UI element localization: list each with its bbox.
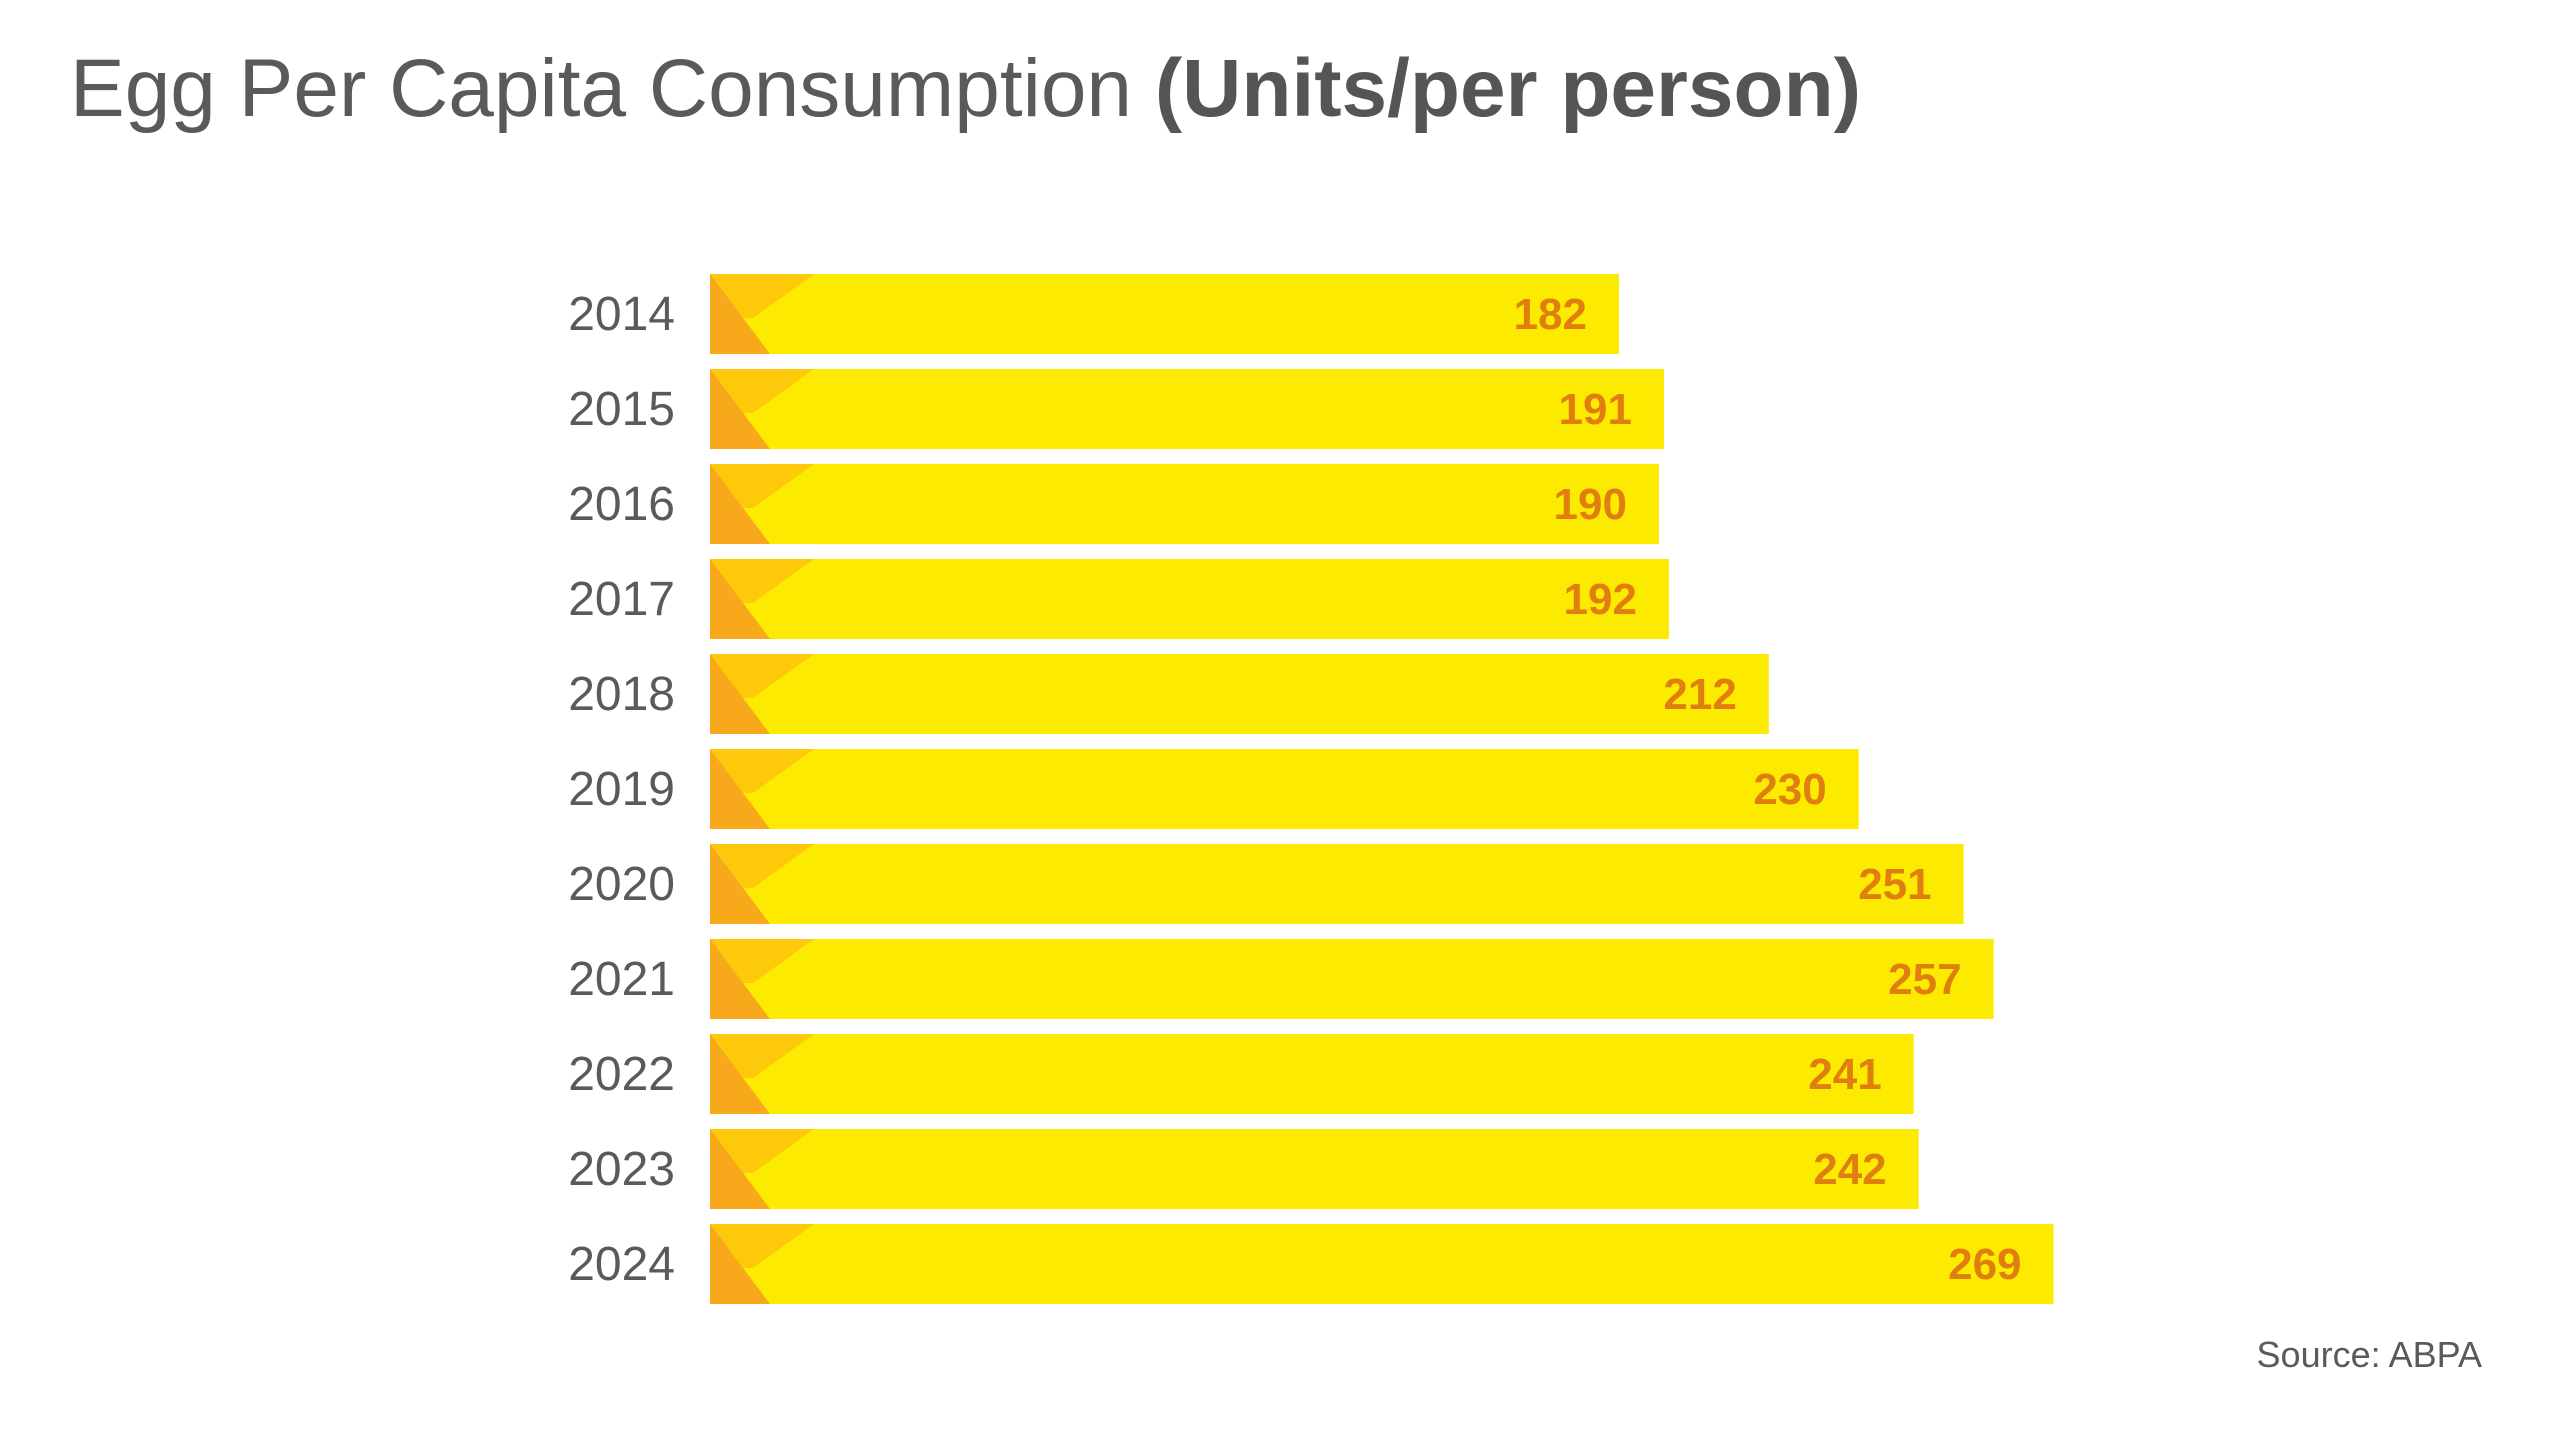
category-label: 2018 [568,668,675,721]
value-label: 269 [1948,1240,2021,1289]
bar-accent-light [710,939,814,983]
bar [710,939,1994,1019]
bar-accent-dark [710,559,770,639]
bar-accent-dark [710,749,770,829]
bar [710,1224,2054,1304]
bar-accent-light [710,559,814,603]
value-label: 242 [1813,1145,1886,1194]
bar-accent-dark [710,1034,770,1114]
bar [710,369,1664,449]
bar-accent-dark [710,274,770,354]
value-label: 182 [1514,290,1587,339]
source-note: Source: ABPA [2256,1334,2482,1375]
value-label: 192 [1564,575,1637,624]
value-label: 230 [1753,765,1826,814]
value-label: 257 [1888,955,1961,1004]
category-label: 2019 [568,763,675,816]
bar [710,654,1769,734]
bar-accent-dark [710,464,770,544]
bar-accent-dark [710,939,770,1019]
bar [710,559,1669,639]
bar-accent-light [710,1224,814,1268]
bar [710,749,1859,829]
value-label: 191 [1559,385,1632,434]
bar-accent-dark [710,1224,770,1304]
category-label: 2021 [568,953,675,1006]
category-label: 2017 [568,573,675,626]
bar-accent-dark [710,844,770,924]
category-label: 2023 [568,1143,675,1196]
bar-accent-light [710,749,814,793]
bar [710,1129,1919,1209]
chart-title: Egg Per Capita Consumption (Units/per pe… [70,38,1861,141]
bar-accent-light [710,1034,814,1078]
category-label: 2015 [568,383,675,436]
bar-accent-dark [710,654,770,734]
bar-accent-light [710,844,814,888]
chart-title-main: Egg Per Capita Consumption [70,43,1133,134]
bar-accent-dark [710,1129,770,1209]
bar [710,274,1619,354]
bar [710,464,1659,544]
bar-accent-light [710,369,814,413]
category-label: 2014 [568,288,675,341]
bar [710,844,1964,924]
category-label: 2016 [568,478,675,531]
value-label: 241 [1808,1050,1881,1099]
value-label: 190 [1554,480,1627,529]
bar-accent-light [710,464,814,508]
category-label: 2020 [568,858,675,911]
bar [710,1034,1914,1114]
chart-title-unit: (Units/per person) [1154,43,1862,134]
category-label: 2022 [568,1048,675,1101]
category-label: 2024 [568,1238,675,1291]
bar-accent-dark [710,369,770,449]
value-label: 212 [1663,670,1736,719]
value-label: 251 [1858,860,1931,909]
bar-accent-light [710,274,814,318]
bar-accent-light [710,654,814,698]
bar-accent-light [710,1129,814,1173]
